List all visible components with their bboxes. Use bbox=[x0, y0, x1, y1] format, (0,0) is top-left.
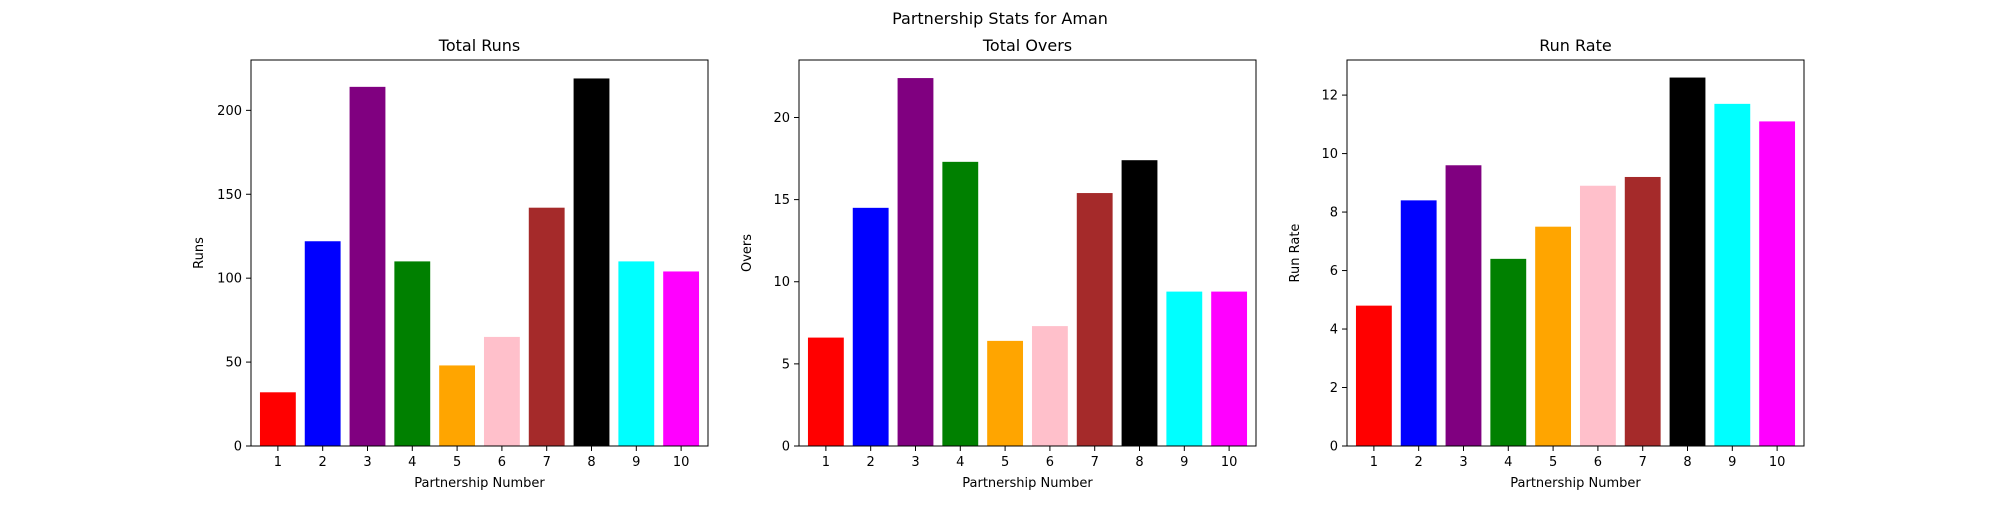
x-tick-label: 9 bbox=[632, 455, 640, 470]
y-tick-label: 20 bbox=[773, 111, 790, 126]
x-tick-label: 4 bbox=[408, 455, 416, 470]
chart-title: Run Rate bbox=[1539, 36, 1611, 55]
figure-title: Partnership Stats for Aman bbox=[892, 9, 1108, 28]
y-tick-label: 0 bbox=[1330, 440, 1338, 455]
bar-1 bbox=[1355, 305, 1392, 446]
chart-title: Total Runs bbox=[438, 36, 520, 55]
bar-8 bbox=[1121, 160, 1158, 446]
x-tick-label: 7 bbox=[543, 455, 551, 470]
y-tick-label: 50 bbox=[225, 356, 242, 371]
y-tick-label: 8 bbox=[1330, 206, 1338, 221]
y-axis-label: Runs bbox=[192, 237, 207, 269]
x-tick-label: 2 bbox=[1415, 455, 1423, 470]
x-tick-label: 5 bbox=[453, 455, 461, 470]
chart-panel-2: 1 2 3 4 5 6 7 8 9 10 0 5 10 15 20 Total Overs Partnershi… bbox=[740, 36, 1257, 491]
x-tick-label: 4 bbox=[1504, 455, 1512, 470]
bar-4 bbox=[942, 161, 979, 446]
bar-3 bbox=[349, 86, 386, 446]
y-tick-label: 0 bbox=[234, 440, 242, 455]
y-tick-label: 5 bbox=[782, 357, 790, 372]
bar-8 bbox=[573, 78, 610, 447]
bar-9 bbox=[1166, 291, 1203, 446]
x-tick-label: 7 bbox=[1639, 455, 1647, 470]
x-tick-label: 3 bbox=[1459, 455, 1467, 470]
x-tick-label: 9 bbox=[1180, 455, 1188, 470]
axes-frame bbox=[1346, 59, 1805, 447]
bar-7 bbox=[528, 207, 565, 446]
bar-9 bbox=[618, 261, 655, 446]
y-tick-label: 0 bbox=[782, 440, 790, 455]
bar-9 bbox=[1714, 103, 1751, 447]
y-tick-label: 10 bbox=[1321, 147, 1338, 162]
bar-4 bbox=[1490, 258, 1527, 446]
bar-5 bbox=[987, 340, 1024, 446]
x-tick-label: 10 bbox=[673, 455, 690, 470]
bar-10 bbox=[1759, 121, 1796, 446]
y-tick-label: 200 bbox=[217, 104, 242, 119]
bar-8 bbox=[1669, 77, 1706, 447]
bar-2 bbox=[304, 241, 341, 446]
x-tick-label: 8 bbox=[1135, 455, 1143, 470]
x-tick-label: 6 bbox=[1594, 455, 1602, 470]
y-tick-label: 10 bbox=[773, 275, 790, 290]
bar-3 bbox=[1445, 165, 1482, 446]
bar-2 bbox=[1400, 200, 1437, 446]
x-axis-label: Partnership Number bbox=[962, 476, 1093, 491]
x-tick-label: 9 bbox=[1728, 455, 1736, 470]
x-axis-label: Partnership Number bbox=[414, 476, 545, 491]
x-tick-label: 4 bbox=[956, 455, 964, 470]
y-axis-label: Run Rate bbox=[1288, 224, 1303, 283]
chart-title: Total Overs bbox=[982, 36, 1072, 55]
y-tick-label: 6 bbox=[1330, 264, 1338, 279]
y-axis-label: Overs bbox=[740, 234, 755, 272]
x-tick-label: 10 bbox=[1769, 455, 1786, 470]
x-tick-label: 1 bbox=[822, 455, 830, 470]
x-tick-label: 2 bbox=[867, 455, 875, 470]
bar-1 bbox=[259, 392, 296, 446]
x-tick-label: 5 bbox=[1549, 455, 1557, 470]
x-tick-label: 3 bbox=[911, 455, 919, 470]
x-tick-label: 10 bbox=[1221, 455, 1238, 470]
x-tick-label: 8 bbox=[1683, 455, 1691, 470]
x-tick-label: 1 bbox=[274, 455, 282, 470]
bar-7 bbox=[1624, 176, 1661, 446]
bar-5 bbox=[439, 365, 476, 446]
bar-10 bbox=[1211, 291, 1248, 446]
y-tick-label: 12 bbox=[1321, 89, 1338, 104]
axes-frame bbox=[250, 59, 709, 447]
bar-3 bbox=[897, 78, 934, 446]
bar-7 bbox=[1076, 193, 1113, 446]
x-tick-label: 3 bbox=[363, 455, 371, 470]
y-tick-label: 15 bbox=[773, 193, 790, 208]
bar-4 bbox=[394, 261, 431, 446]
bar-10 bbox=[663, 271, 700, 446]
bar-6 bbox=[1031, 326, 1068, 446]
y-tick-label: 4 bbox=[1330, 323, 1338, 338]
axes-frame bbox=[798, 59, 1257, 447]
x-axis-label: Partnership Number bbox=[1510, 476, 1641, 491]
x-tick-label: 7 bbox=[1091, 455, 1099, 470]
bar-2 bbox=[852, 207, 889, 446]
x-tick-label: 2 bbox=[319, 455, 327, 470]
y-tick-label: 2 bbox=[1330, 381, 1338, 396]
x-tick-label: 6 bbox=[498, 455, 506, 470]
bar-1 bbox=[807, 337, 844, 446]
bar-5 bbox=[1535, 226, 1572, 446]
y-tick-label: 150 bbox=[217, 188, 242, 203]
bar-6 bbox=[1579, 185, 1616, 447]
x-tick-label: 8 bbox=[587, 455, 595, 470]
x-tick-label: 1 bbox=[1370, 455, 1378, 470]
bar-6 bbox=[483, 336, 520, 446]
x-tick-label: 5 bbox=[1001, 455, 1009, 470]
x-tick-label: 6 bbox=[1046, 455, 1054, 470]
y-tick-label: 100 bbox=[217, 272, 242, 287]
